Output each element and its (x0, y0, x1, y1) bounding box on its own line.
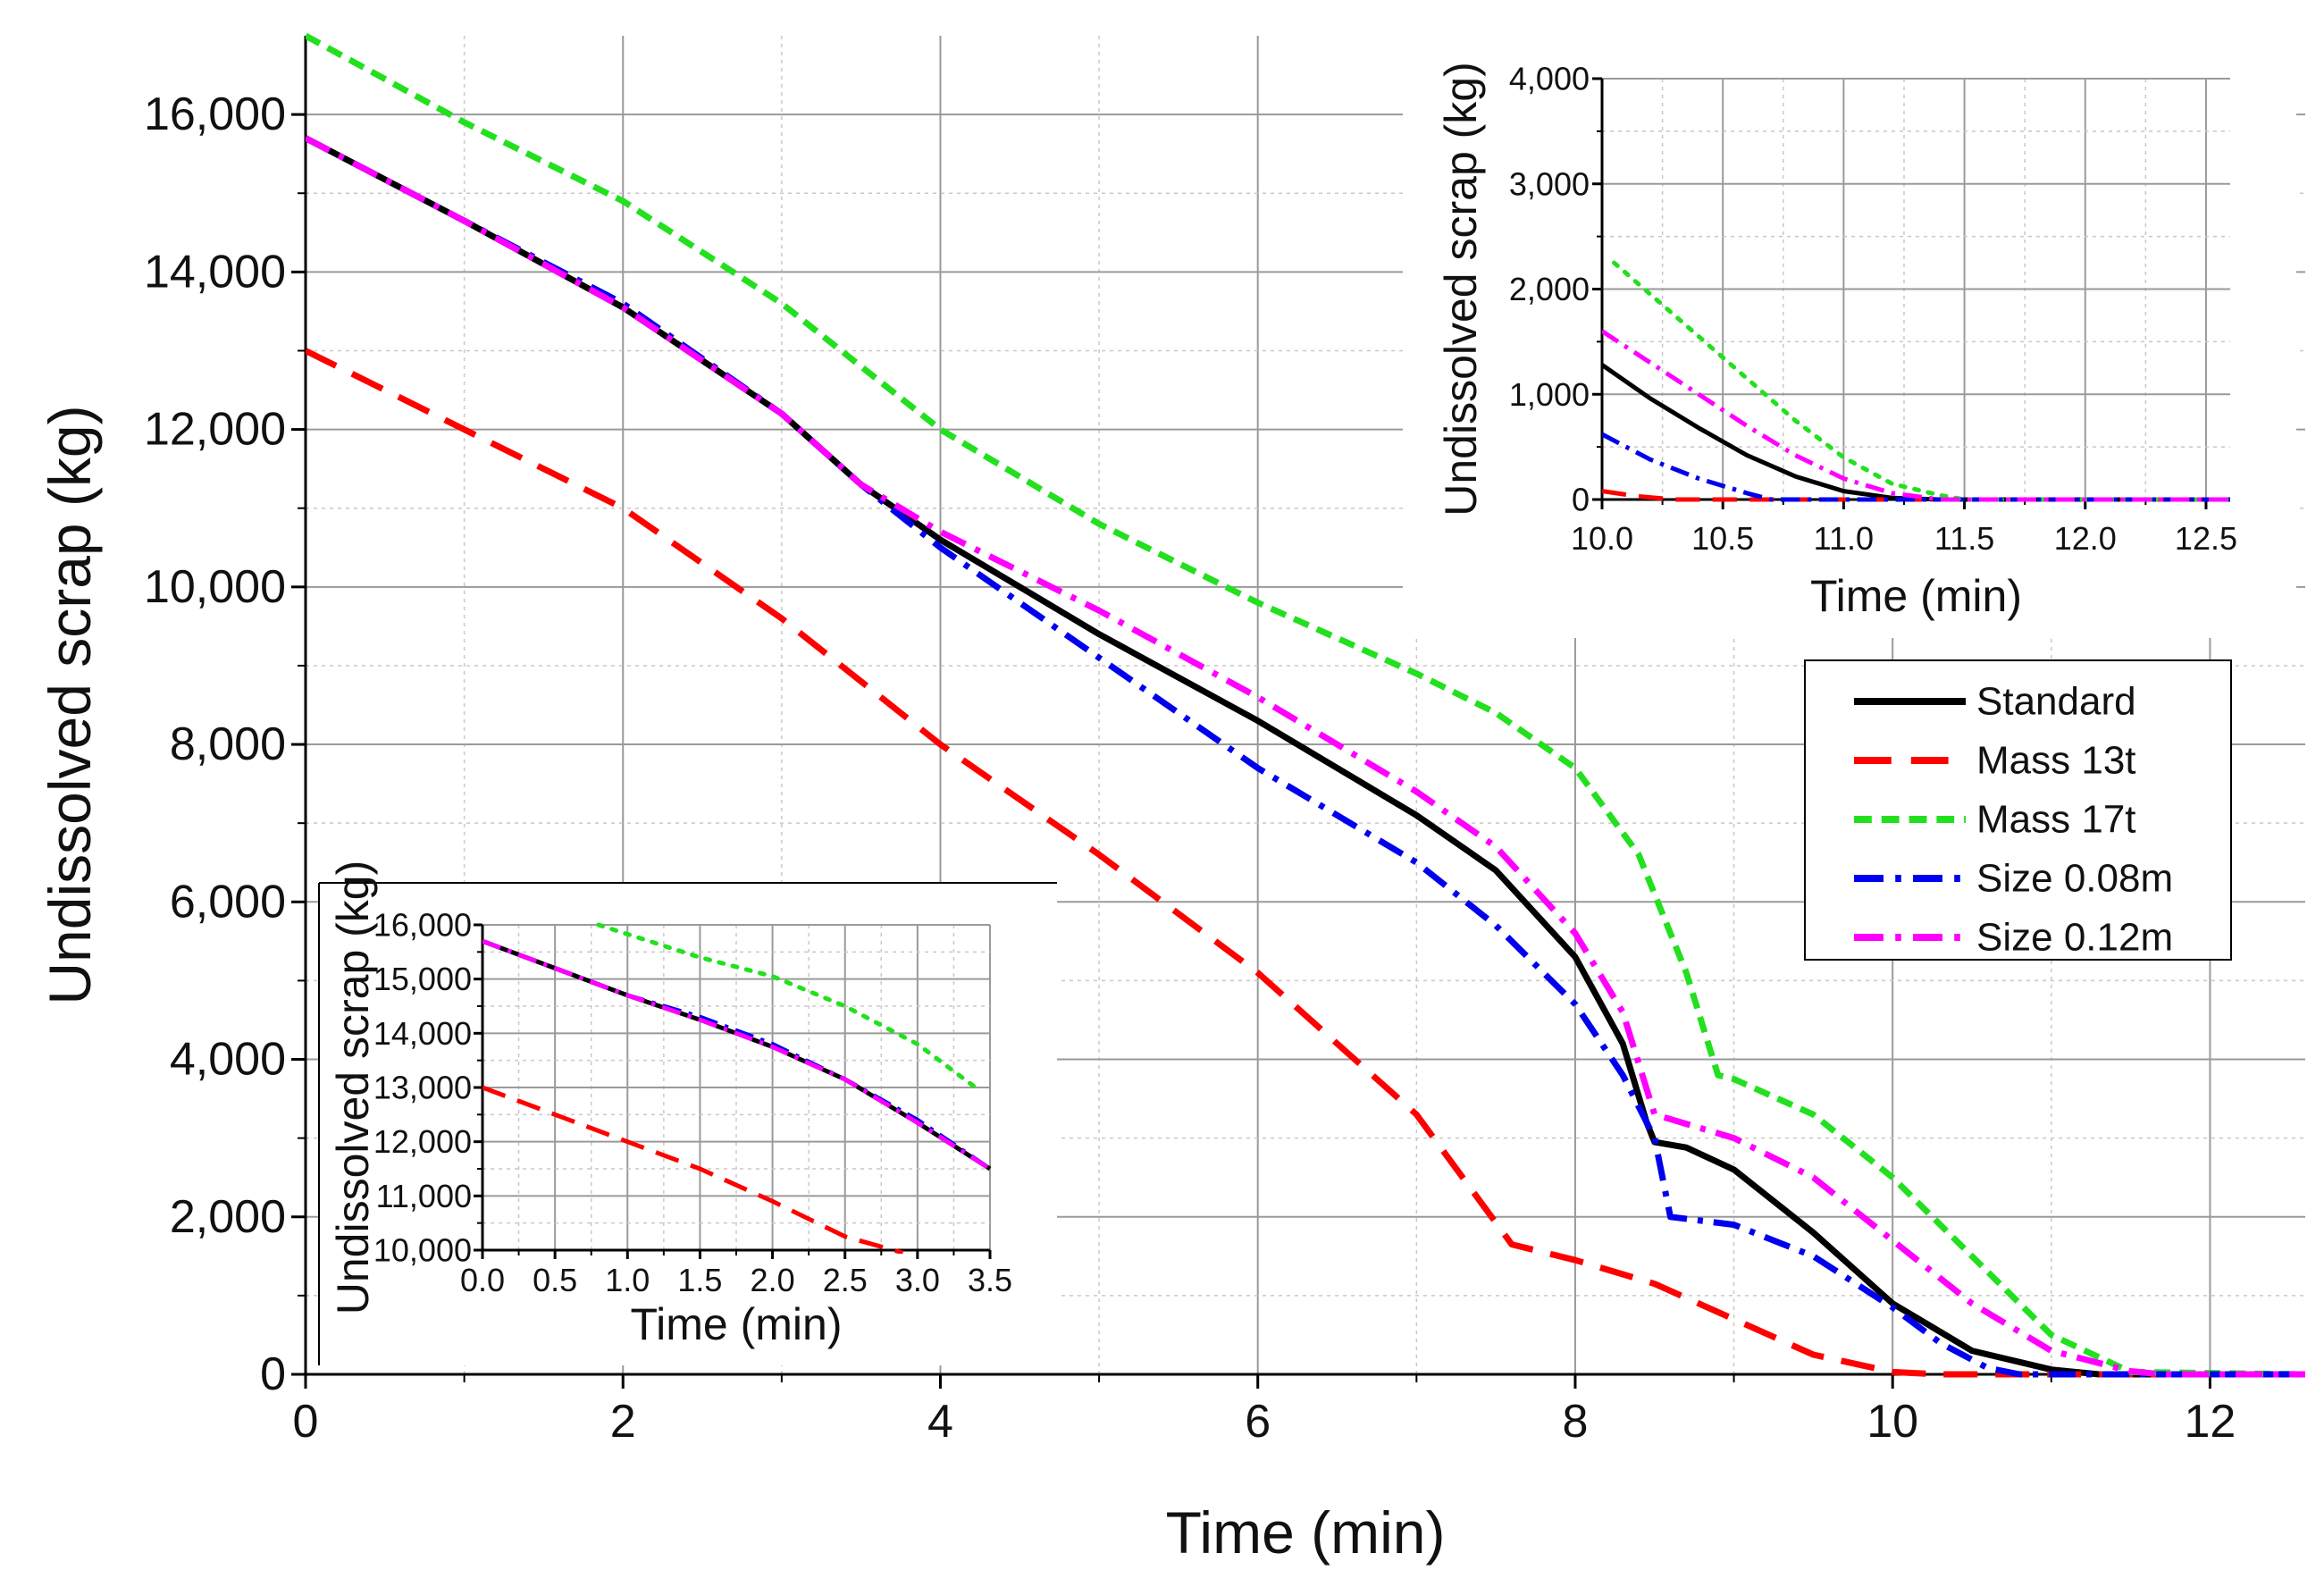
series-group (306, 32, 2306, 1378)
y-tick-label: 14,000 (373, 1015, 472, 1052)
x-tick-label: 6 (1245, 1396, 1271, 1448)
legend: Standard Mass 13t Mass 17t Size 0.08m Size 0… (1804, 659, 2232, 961)
inset-bottom-left-background (319, 883, 1057, 1365)
x-tick-label: 10 (1867, 1396, 1918, 1448)
series-line-size-0-08m (1602, 432, 2230, 502)
y-axis-title: Undissolved scrap (kg) (37, 405, 103, 1004)
y-tick-label: 12,000 (373, 1123, 472, 1160)
y-tick-label: 4,000 (1509, 61, 1590, 97)
x-tick-label: 2.5 (823, 1262, 868, 1298)
y-tick-label: 10,000 (144, 561, 286, 613)
x-tick-label: 8 (1562, 1396, 1588, 1448)
legend-label: Mass 13t (1976, 739, 2136, 783)
x-tick-label: 11.5 (1934, 520, 1994, 557)
y-axis-title: Undissolved scrap (kg) (328, 861, 378, 1315)
y-axis-title: Undissolved scrap (kg) (1436, 62, 1486, 516)
y-tick-label: 0 (260, 1348, 286, 1400)
series-group (1602, 260, 2233, 502)
y-tick-label: 4,000 (170, 1034, 286, 1086)
inset-backgrounds (318, 25, 2296, 1365)
series-group (482, 922, 992, 1254)
x-tick-label: 2.0 (751, 1262, 795, 1298)
y-tick-label: 3,000 (1509, 165, 1590, 202)
x-tick-label: 0.5 (533, 1262, 577, 1298)
y-tick-label: 2,000 (1509, 271, 1590, 307)
y-tick-label: 13,000 (373, 1070, 472, 1106)
series-line-size-0-12m (482, 938, 992, 1171)
series-line-size-0-08m (306, 135, 2305, 1378)
legend-label: Standard (1976, 680, 2136, 724)
x-tick-label: 0 (293, 1396, 319, 1448)
x-tick-label: 12.5 (2175, 520, 2237, 557)
y-tick-label: 11,000 (376, 1178, 472, 1214)
x-tick-label: 12 (2185, 1396, 2236, 1448)
y-tick-label: 15,000 (373, 961, 472, 997)
series-line-mass-17t (596, 922, 978, 1090)
y-tick-label: 10,000 (373, 1232, 472, 1269)
x-axis-title: Time (min) (630, 1299, 842, 1349)
legend-label: Size 0.12m (1976, 916, 2173, 960)
x-tick-label: 11.0 (1814, 520, 1874, 557)
legend-box (1804, 659, 2232, 961)
x-axis-title: Time (min) (1810, 571, 2022, 621)
x-axis-title: Time (min) (1166, 1499, 1446, 1566)
x-tick-label: 3.0 (895, 1262, 940, 1298)
y-tick-label: 0 (1572, 482, 1590, 518)
series-line-mass-17t (1612, 260, 2233, 502)
x-tick-label: 1.5 (677, 1262, 722, 1298)
x-tick-label: 12.0 (2054, 520, 2117, 557)
series-line-mass-13t (482, 1085, 904, 1254)
series-line-size-0-12m (306, 135, 2305, 1378)
x-tick-label: 1.0 (605, 1262, 650, 1298)
series-line-mass-17t (306, 32, 2306, 1378)
legend-label: Size 0.08m (1976, 857, 2173, 901)
x-tick-label: 10.5 (1691, 520, 1754, 557)
y-tick-label: 8,000 (170, 718, 286, 770)
y-tick-label: 2,000 (170, 1191, 286, 1243)
legend-label: Mass 17t (1976, 798, 2136, 842)
chart-inset-bottom-left: 0.0 0.5 1.0 1.5 2.0 2.5 3.0 3.5 10,000 11,000 12,0… (328, 861, 1012, 1349)
x-tick-label: 3.5 (968, 1262, 1012, 1298)
x-tick-label: 4 (927, 1396, 953, 1448)
chart-inset-top-right: 10.0 10.5 11.0 11.5 12.0 12.5 0 1,000 2,000 3,000… (1436, 61, 2237, 622)
y-tick-label: 12,000 (144, 404, 286, 456)
series-line-size-0-12m (1602, 329, 2230, 502)
y-tick-label: 14,000 (144, 246, 286, 298)
y-tick-label: 6,000 (170, 876, 286, 928)
x-tick-label: 2 (610, 1396, 636, 1448)
y-tick-label: 16,000 (373, 907, 472, 944)
x-tick-label: 0.0 (460, 1262, 505, 1298)
y-tick-label: 16,000 (144, 88, 286, 140)
y-tick-label: 1,000 (1509, 376, 1590, 413)
x-tick-label: 10.0 (1571, 520, 1633, 557)
series-line-mass-13t (306, 348, 2305, 1378)
inset-top-right-background (1403, 25, 2296, 638)
